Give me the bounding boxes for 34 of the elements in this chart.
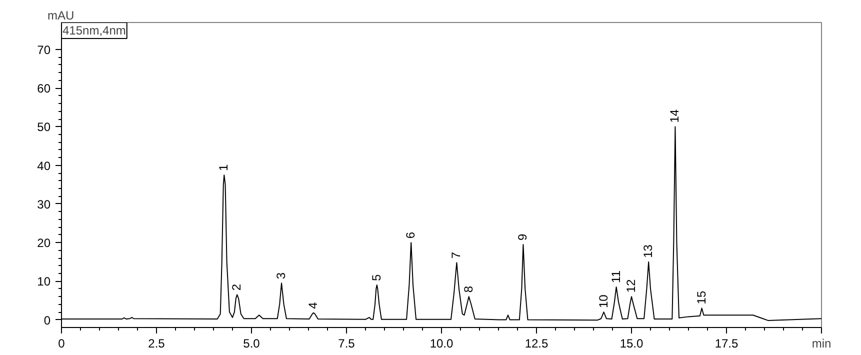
annotation: 10 [596,294,610,308]
annotation: 5 [369,274,384,282]
x-tick-label: 7.5 [338,336,356,350]
annotation: 3 [274,272,288,280]
x-tick-label: 15.0 [620,336,644,350]
y-tick-label: 10 [37,274,51,289]
annotation: 7 [449,252,464,259]
x-tick-label: 17.5 [714,336,739,350]
y-tick-label: 40 [37,158,51,173]
annotation: 415nm,4nm [62,24,126,38]
y-tick-label: 20 [37,236,51,250]
annotation: 1 [216,164,231,171]
x-tick-label: 0 [58,336,66,350]
annotation: 9 [516,233,530,240]
annotation: 8 [461,286,476,293]
annotation: 2 [230,284,244,291]
annotation: 4 [306,302,320,309]
annotation: 11 [608,270,623,283]
y-tick-label: 50 [37,120,51,134]
y-tick-label: 0 [44,313,51,328]
annotation: 6 [404,232,418,239]
y-tick-label: 30 [37,197,51,212]
y-axis-title: mAU [48,8,74,22]
x-tick-label: 12.5 [524,336,549,350]
annotation: 13 [641,244,656,258]
annotation: 15 [694,290,708,304]
x-tick-label: 5.0 [243,336,260,350]
annotation: 14 [668,109,682,123]
x-axis-title: min [812,336,832,350]
y-tick-label: 70 [37,43,51,58]
x-tick-label: 10.0 [430,336,454,350]
y-tick-label: 60 [37,82,51,96]
annotation: 12 [624,278,638,293]
x-tick-label: 2.5 [148,336,166,350]
